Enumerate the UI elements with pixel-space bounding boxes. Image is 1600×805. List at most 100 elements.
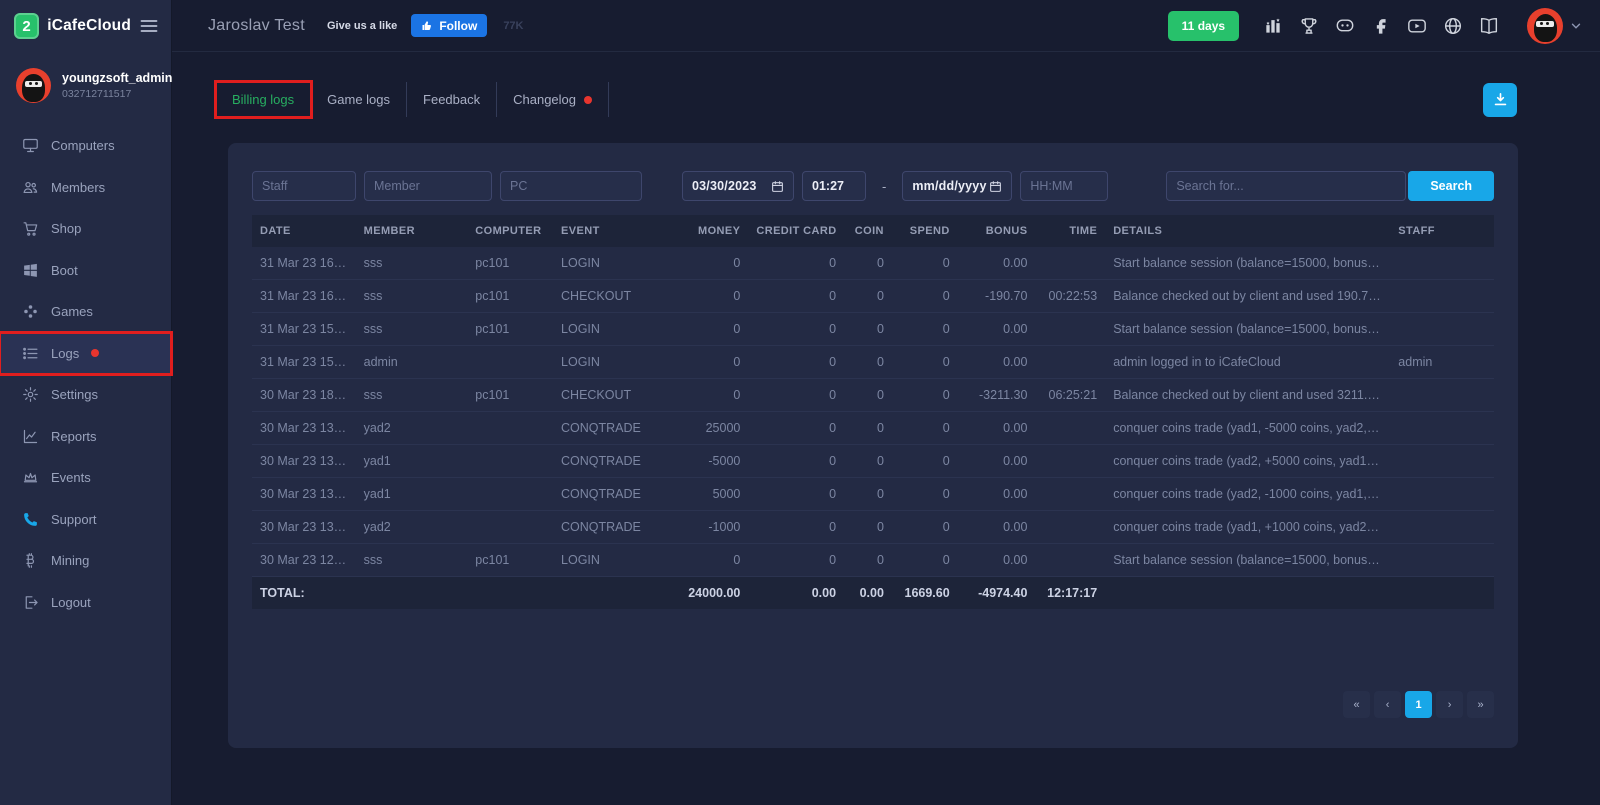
time-from-input[interactable]: 01:27 (802, 171, 866, 201)
filter-bar: 03/30/2023 01:27 - mm/dd/yyyy HH:MM Sear… (252, 171, 1495, 201)
user-id: 032712711517 (62, 88, 132, 100)
date-to-input[interactable]: mm/dd/yyyy (902, 171, 1013, 201)
topbar-icons (1263, 16, 1499, 36)
cell-money: -1000 (664, 510, 749, 544)
book-icon[interactable] (1479, 16, 1499, 36)
main-area: Jaroslav Test Give us a like Follow 77K … (172, 0, 1600, 805)
staff-filter-input[interactable] (252, 171, 356, 201)
tab-game-logs[interactable]: Game logs (311, 82, 408, 117)
cell-details: Start balance session (balance=15000, bo… (1105, 543, 1391, 577)
table-row[interactable]: 31 Mar 23 16:02 sss pc101 CHECKOUT 0 0 0 0 -190.… (252, 279, 1495, 313)
prev-page-button[interactable]: ‹ (1374, 691, 1402, 718)
cell-date: 30 Mar 23 12:18 (252, 543, 356, 577)
download-button[interactable] (1483, 82, 1518, 117)
cell-date: 30 Mar 23 13:30 (252, 477, 356, 511)
cell-money: -5000 (664, 444, 749, 478)
table-row[interactable]: 30 Mar 23 13:30 yad2 CONQTRADE 25000 0 0 0 0.00… (252, 411, 1495, 445)
phone-icon (22, 511, 39, 528)
total-money: 24000.00 (664, 576, 749, 609)
youtube-icon[interactable] (1407, 16, 1427, 36)
column-header-spend: SPEND (891, 215, 958, 247)
sidebar-item-label: Events (51, 470, 91, 486)
date-from-input[interactable]: 03/30/2023 (682, 171, 794, 201)
cell-spend: 0 (942, 256, 950, 270)
bitcoin-icon (22, 552, 39, 569)
cell-bonus: 0.00 (957, 312, 1036, 346)
sidebar-item-settings[interactable]: Settings (0, 374, 171, 416)
cell-event: CONQTRADE (553, 510, 665, 544)
sidebar-item-logout[interactable]: Logout (0, 582, 171, 624)
table-row[interactable]: 30 Mar 23 18:44 sss pc101 CHECKOUT 0 0 0 0 -3211… (252, 378, 1495, 412)
cell-event: CHECKOUT (553, 378, 665, 412)
app-logo-icon: 2 (14, 13, 40, 39)
cafe-name: Jaroslav Test (208, 16, 305, 34)
tab-feedback[interactable]: Feedback (407, 82, 498, 117)
trophy-icon[interactable] (1299, 16, 1319, 36)
table-row[interactable]: 30 Mar 23 12:18 sss pc101 LOGIN 0 0 0 0 0.00 Star… (252, 543, 1495, 577)
sidebar-item-members[interactable]: Members (0, 167, 171, 209)
cell-details: Start balance session (balance=15000, bo… (1113, 256, 1391, 270)
user-menu[interactable] (1527, 7, 1583, 44)
sidebar-item-shop[interactable]: Shop (0, 208, 171, 250)
sidebar-item-computers[interactable]: Computers (0, 125, 171, 167)
sidebar-item-events[interactable]: Events (0, 457, 171, 499)
cell-details: conquer coins trade (yad1, +1000 coins, … (1105, 510, 1391, 544)
cell-details: conquer coins trade (yad1, -5000 coins, … (1105, 411, 1391, 445)
facebook-follow-button[interactable]: Follow (411, 14, 488, 37)
discord-icon[interactable] (1335, 16, 1355, 36)
cell-coin: 0 (844, 444, 892, 478)
cell-credit-card: 0 (829, 256, 837, 270)
column-header-money: MONEY (664, 215, 749, 247)
cell-credit-card: 0 (748, 477, 845, 511)
notification-dot (584, 95, 593, 104)
cell-member: sss (355, 279, 468, 313)
facebook-icon[interactable] (1371, 16, 1391, 36)
table-row[interactable]: 30 Mar 23 13:30 yad2 CONQTRADE -1000 0 0 0 0.00… (252, 510, 1495, 544)
sidebar-item-label: Members (51, 179, 106, 195)
total-computer (467, 576, 554, 609)
sidebar-item-boot[interactable]: Boot (0, 250, 171, 292)
table-row[interactable]: 31 Mar 23 16:04 sss pc101 LOGIN 0 0 0 0 0.00 Star… (252, 247, 1494, 280)
search-input[interactable] (1166, 171, 1407, 201)
sidebar-profile[interactable]: youngzsoft_admin 032712711517 (0, 52, 172, 113)
follow-label: Follow (439, 18, 478, 33)
hamburger-menu-icon[interactable] (139, 16, 159, 36)
cell-spend: 0 (891, 543, 958, 577)
first-page-button[interactable]: « (1343, 691, 1371, 718)
cell-credit-card: 0 (748, 279, 845, 313)
table-row[interactable]: 31 Mar 23 15:40 sss pc101 LOGIN 0 0 0 0 0.00 Star… (252, 312, 1495, 346)
table-row[interactable]: 30 Mar 23 13:30 yad1 CONQTRADE -5000 0 0 0 0.00… (252, 444, 1495, 478)
sidebar-item-logs[interactable]: Logs (0, 330, 173, 376)
trial-days-button[interactable]: 11 days (1167, 10, 1240, 41)
page-number-button[interactable]: 1 (1405, 691, 1433, 718)
cell-date: 31 Mar 23 16:02 (252, 279, 356, 313)
cell-computer: pc101 (467, 312, 554, 346)
search-button[interactable]: Search (1408, 171, 1495, 201)
sidebar-item-reports[interactable]: Reports (0, 416, 171, 458)
table-row[interactable]: 30 Mar 23 13:30 yad1 CONQTRADE 5000 0 0 0 0.00 c… (252, 477, 1495, 511)
cell-spend: 0 (891, 444, 958, 478)
cell-member: sss (355, 312, 468, 346)
column-header-member: MEMBER (355, 215, 468, 247)
total-staff (1390, 576, 1495, 609)
tab-changelog[interactable]: Changelog (497, 82, 610, 117)
pc-filter-input[interactable] (500, 171, 642, 201)
sidebar-item-label: Reports (51, 428, 97, 444)
last-page-button[interactable]: » (1467, 691, 1495, 718)
users-icon (22, 179, 39, 196)
cell-date: 30 Mar 23 13:30 (252, 411, 356, 445)
cell-time (1035, 477, 1106, 511)
member-filter-input[interactable] (364, 171, 492, 201)
notification-dot (91, 349, 100, 358)
tab-billing-logs[interactable]: Billing logs (213, 80, 314, 119)
sidebar-item-games[interactable]: Games (0, 291, 171, 333)
sidebar-item-mining[interactable]: Mining (0, 540, 171, 582)
sidebar-item-support[interactable]: Support (0, 499, 171, 541)
time-to-input[interactable]: HH:MM (1020, 171, 1109, 201)
windows-icon (22, 262, 39, 279)
table-row[interactable]: 31 Mar 23 15:27 admin LOGIN 0 0 0 0 0.00 admin l… (252, 345, 1495, 379)
cell-event: CONQTRADE (553, 477, 665, 511)
leaderboard-icon[interactable] (1263, 16, 1283, 36)
next-page-button[interactable]: › (1436, 691, 1464, 718)
globe-icon[interactable] (1443, 16, 1463, 36)
